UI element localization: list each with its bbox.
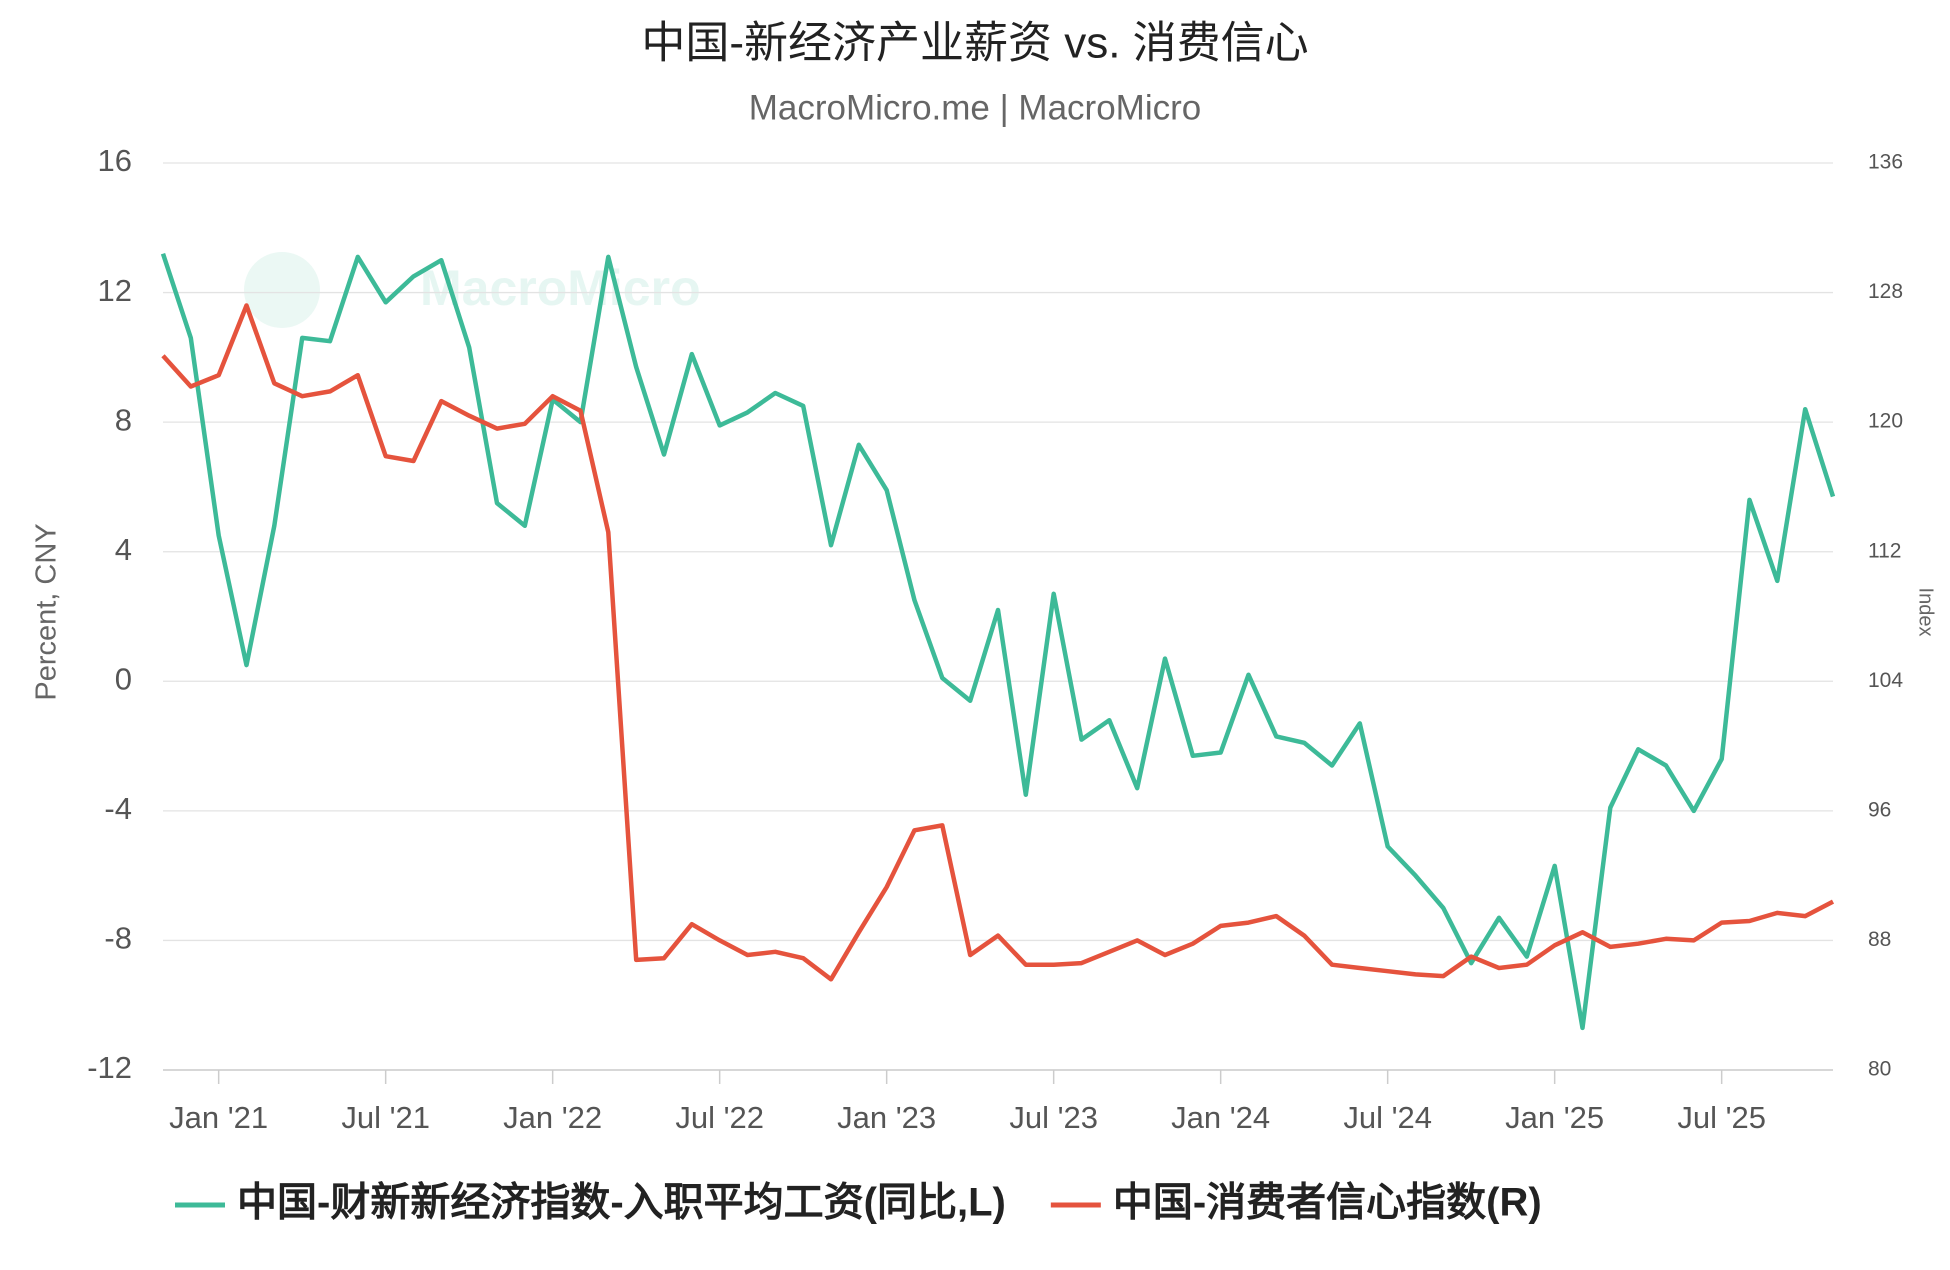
y-tick-label: 12	[98, 273, 132, 308]
legend-label: 中国-消费者信心指数(R)	[1113, 1181, 1542, 1225]
x-tick-label: Jul '24	[1343, 1100, 1432, 1135]
y2-tick-label: 136	[1868, 151, 1903, 174]
x-tick-label: Jan '24	[1171, 1100, 1270, 1135]
y-tick-label: -4	[104, 791, 132, 826]
x-tick-label: Jul '25	[1677, 1100, 1766, 1135]
x-tick-label: Jan '22	[503, 1100, 602, 1135]
y2-tick-label: 104	[1868, 669, 1903, 692]
y-tick-label: 8	[115, 402, 132, 437]
y2-tick-label: 88	[1868, 928, 1891, 951]
y2-tick-label: 120	[1868, 410, 1903, 433]
watermark: MacroMicro	[420, 260, 701, 316]
series-line	[160, 252, 1836, 1031]
y-axis-label: Percent, CNY	[31, 523, 63, 700]
chart-title: 中国-新经济产业薪资 vs. 消费信心	[641, 19, 1308, 68]
x-tick-label: Jan '23	[837, 1100, 936, 1135]
y-tick-label: -8	[104, 921, 132, 956]
series-line	[161, 303, 1835, 982]
x-tick-label: Jul '23	[1009, 1100, 1098, 1135]
y2-tick-label: 96	[1868, 798, 1891, 821]
y2-tick-label: 112	[1868, 539, 1901, 562]
y-tick-label: 16	[98, 143, 132, 178]
y2-tick-label: 128	[1868, 280, 1903, 303]
x-tick-label: Jul '22	[675, 1100, 764, 1135]
chart-subtitle: MacroMicro.me | MacroMicro	[749, 88, 1201, 127]
y-tick-label: 0	[115, 661, 132, 696]
y2-axis-label: Index	[1915, 588, 1937, 637]
x-tick-label: Jan '25	[1505, 1100, 1604, 1135]
x-tick-label: Jan '21	[169, 1100, 268, 1135]
y-tick-label: 4	[115, 532, 132, 567]
x-tick-label: Jul '21	[341, 1100, 430, 1135]
legend-label: 中国-财新新经济指数-入职平均工资(同比,L)	[237, 1181, 1006, 1225]
y-tick-label: -12	[87, 1050, 132, 1085]
y2-tick-label: 80	[1868, 1058, 1891, 1081]
watermark-logo	[244, 252, 320, 328]
